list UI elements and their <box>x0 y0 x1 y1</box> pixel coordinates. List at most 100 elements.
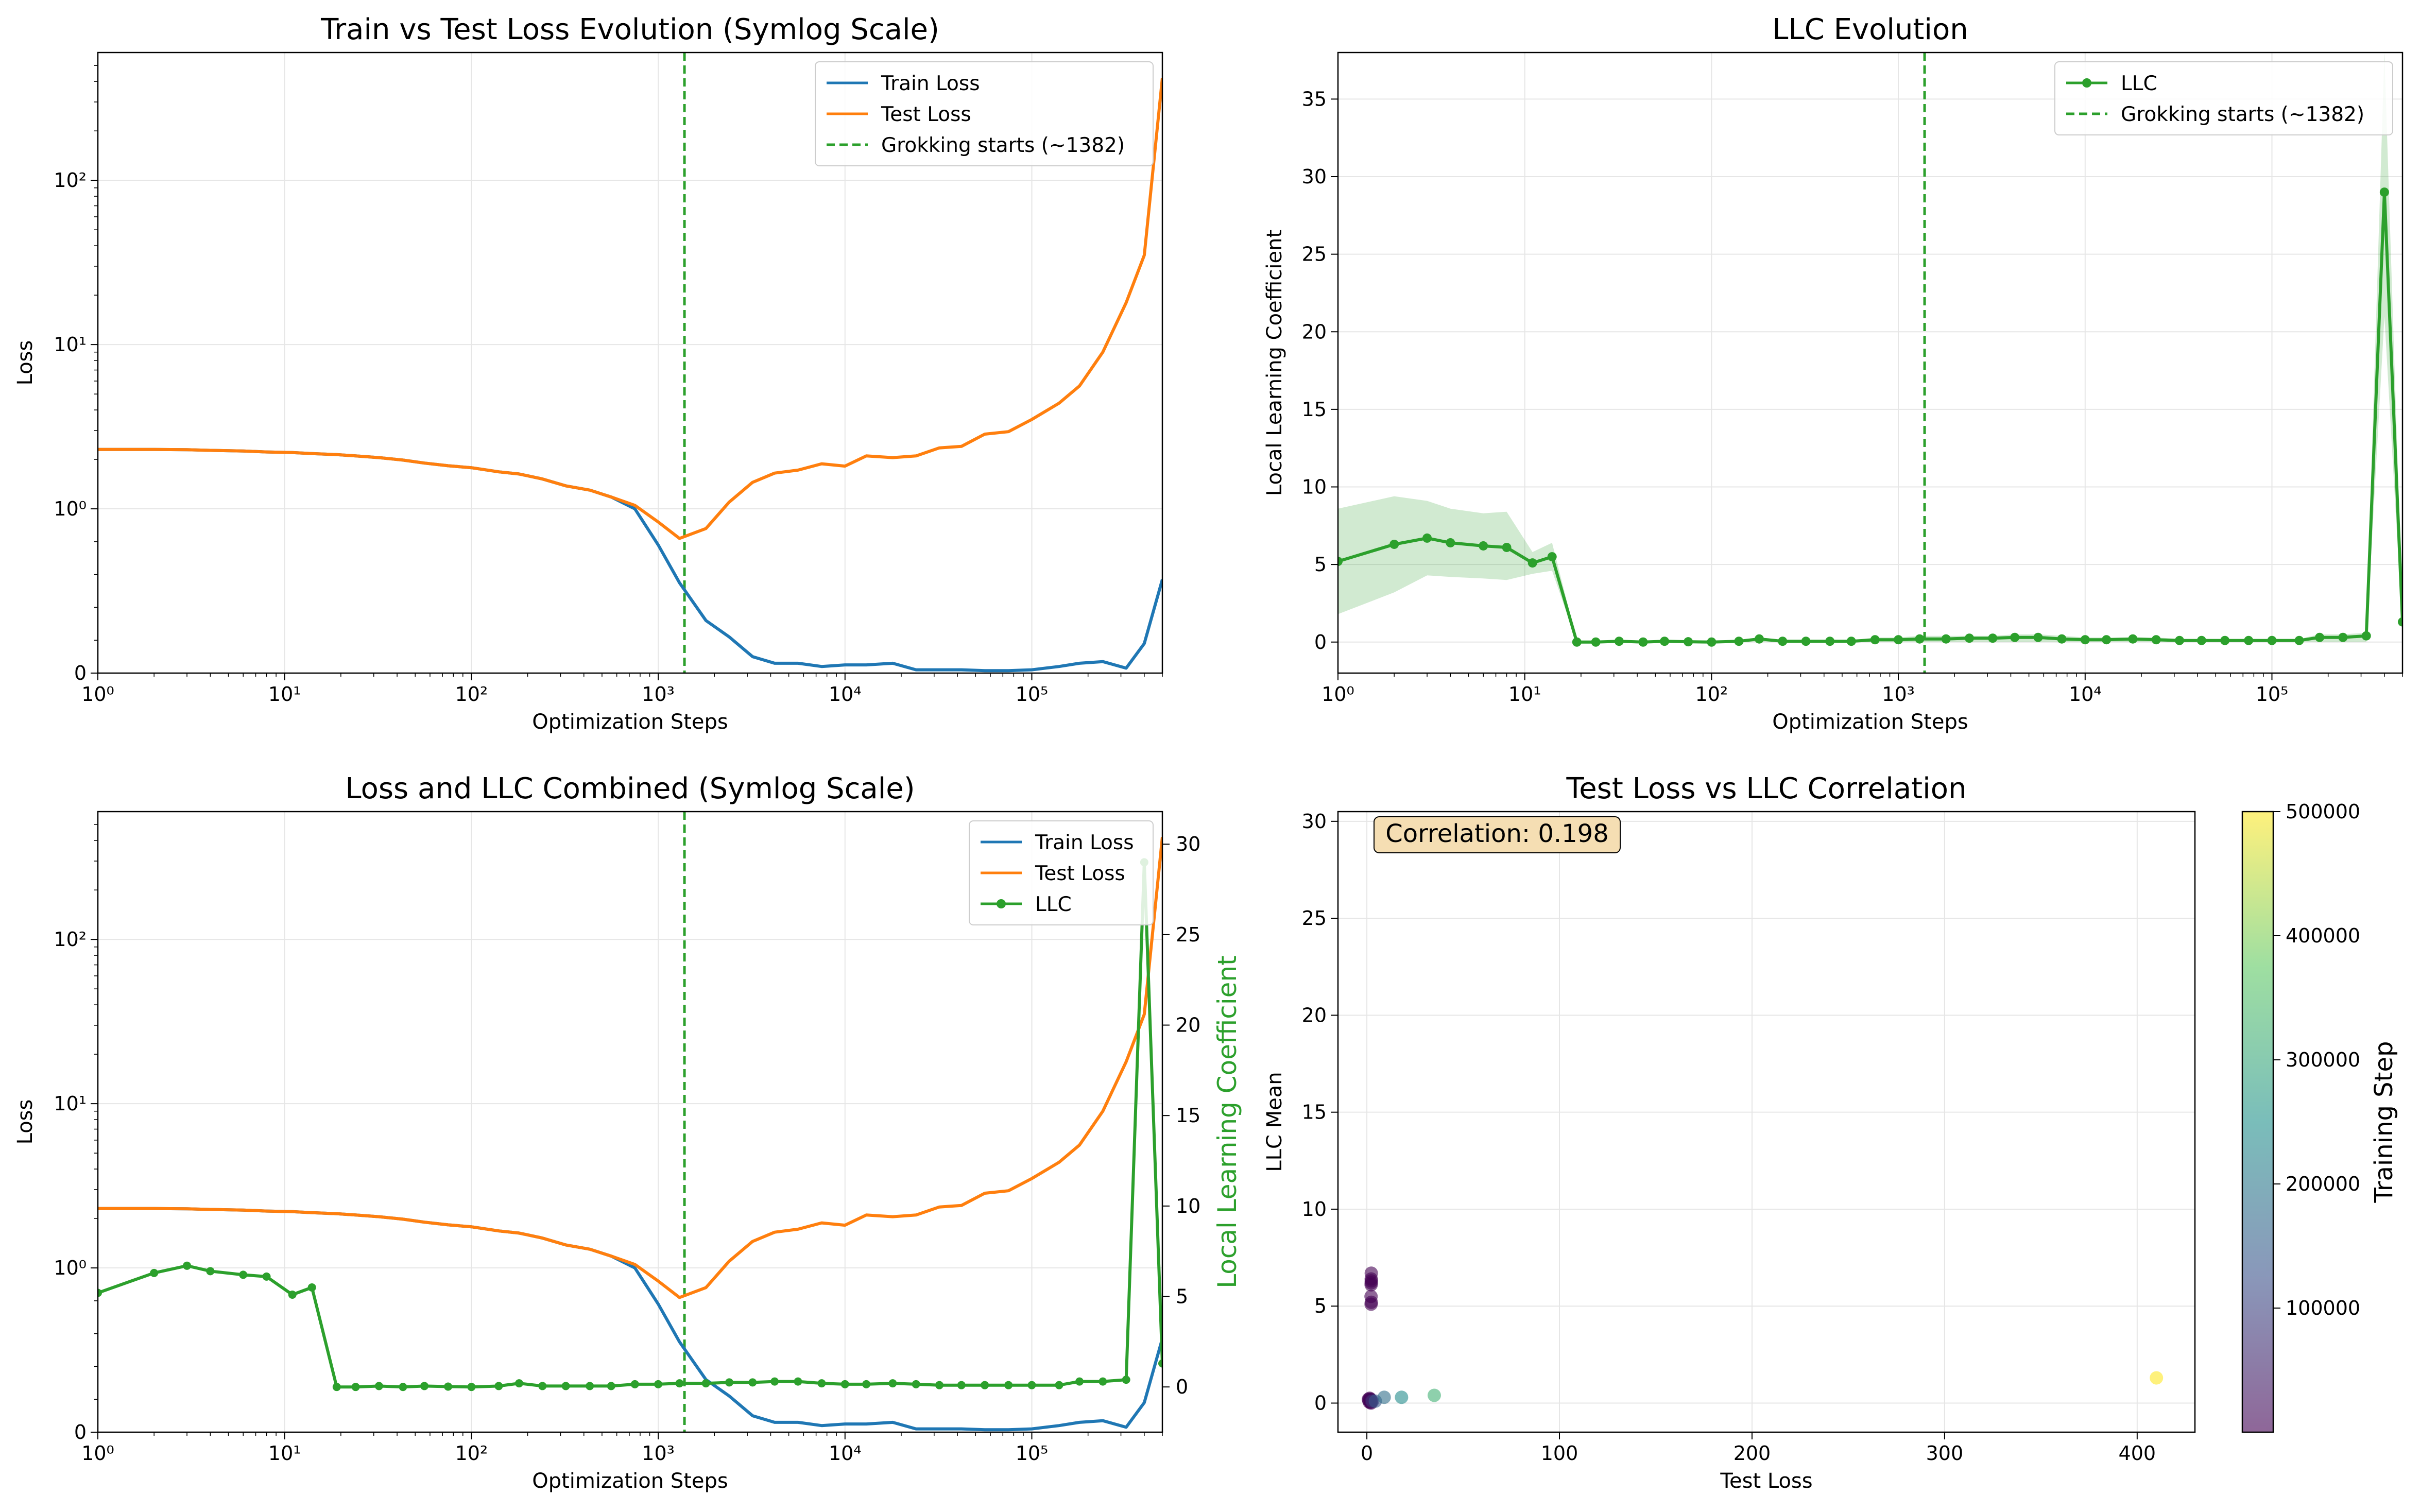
llc-point <box>701 1379 710 1388</box>
y-tick-label: 15 <box>1302 398 1327 421</box>
llc-point <box>2294 635 2304 645</box>
llc-point <box>725 1378 733 1387</box>
y-tick-label: 0 <box>74 662 87 684</box>
llc-point <box>1099 1377 1107 1386</box>
llc-point <box>935 1381 944 1389</box>
x-tick-label: 10⁴ <box>829 683 862 706</box>
llc-point <box>1027 1381 1036 1389</box>
y-tick-label: 15 <box>1176 1104 1200 1127</box>
scatter-point <box>1364 1290 1378 1303</box>
x-tick-label: 10⁴ <box>829 1442 862 1465</box>
colorbar-tick-label: 500000 <box>2286 800 2360 823</box>
llc-point <box>654 1380 663 1388</box>
colorbar-tick-label: 300000 <box>2286 1049 2360 1071</box>
llc-point <box>1734 637 1744 646</box>
x-tick-label: 10² <box>455 1442 488 1465</box>
llc-point <box>630 1380 639 1388</box>
y-tick-label: 5 <box>1176 1285 1188 1308</box>
llc-point <box>981 1381 989 1389</box>
llc-point <box>1941 634 1951 644</box>
llc-point <box>1158 1359 1162 1368</box>
y-axis-label: Local Learning Coefficient <box>1263 230 1286 496</box>
legend-label: Grokking starts (~1382) <box>881 134 1125 157</box>
y-tick-label: 5 <box>1314 553 1327 576</box>
x-tick-label: 10⁵ <box>1016 683 1049 706</box>
llc-point <box>888 1379 897 1388</box>
llc-point <box>2175 635 2185 645</box>
y-tick-label: 10¹ <box>54 1092 87 1115</box>
y-tick-label: 0 <box>1176 1376 1188 1398</box>
llc-point <box>1870 635 1880 645</box>
x-tick-label: 10² <box>455 683 488 706</box>
llc-point <box>1894 635 1903 645</box>
llc-point <box>538 1382 547 1390</box>
scatter-point <box>2150 1371 2164 1385</box>
llc-point <box>957 1381 966 1389</box>
chart-title: Loss and LLC Combined (Symlog Scale) <box>345 772 915 805</box>
llc-point <box>351 1383 360 1391</box>
chart-title: LLC Evolution <box>1772 13 1968 46</box>
llc-point <box>1004 1381 1013 1389</box>
y-tick-label: 20 <box>1302 320 1327 343</box>
llc-point <box>1502 542 1512 552</box>
llc-point <box>150 1268 159 1277</box>
y-tick-label: 10¹ <box>54 333 87 356</box>
llc-point <box>1964 633 1974 643</box>
llc-point <box>1075 1377 1084 1386</box>
llc-point <box>748 1378 757 1387</box>
x-tick-label: 0 <box>1361 1442 1373 1465</box>
llc-point <box>817 1379 826 1388</box>
legend-box <box>2054 61 2393 135</box>
x-tick-label: 10⁴ <box>2069 683 2102 706</box>
x-tick-label: 10⁰ <box>81 1442 114 1465</box>
llc-point <box>2361 631 2371 641</box>
x-tick-label: 10⁰ <box>1321 683 1354 706</box>
series-layer <box>98 837 1162 1432</box>
y-tick-label: 10 <box>1176 1195 1200 1217</box>
llc-point <box>794 1377 802 1386</box>
x-tick-label: 10³ <box>1882 683 1915 706</box>
llc-point <box>514 1379 523 1388</box>
y-tick-label: 25 <box>1302 243 1327 266</box>
llc-point <box>2010 632 2020 642</box>
y-axis-label: Loss <box>13 1099 37 1145</box>
llc-point <box>1801 637 1811 646</box>
llc-point <box>1846 637 1856 646</box>
panel-loss-llc-combined: 10⁰ 10¹ 10² 10³ 10⁴ 10⁵010⁰10¹10²051015202530… <box>13 772 1242 1493</box>
x-tick-label: 100 <box>1541 1442 1578 1465</box>
x-tick-label: 10¹ <box>1508 683 1541 706</box>
llc-point <box>1614 637 1624 646</box>
y-tick-label: 30 <box>1302 165 1327 188</box>
llc-point <box>98 1288 102 1297</box>
panel-test-loss-vs-llc: 0 100 200 300 400 0 5 10 15 20 25 30 Test Loss vs LL… <box>1263 772 2398 1493</box>
y2-axis-label: Local Learning Coefficient <box>1212 955 1242 1288</box>
x-tick-label: 10² <box>1695 683 1728 706</box>
llc-point <box>561 1382 570 1390</box>
test-loss-line <box>98 78 1162 540</box>
llc-line <box>98 861 1162 1389</box>
llc-point <box>840 1380 849 1388</box>
correlation-text: Correlation: 0.198 <box>1385 819 1609 848</box>
y-tick-label: 30 <box>1302 810 1327 833</box>
llc-point <box>2033 632 2043 642</box>
llc-confidence-band <box>1338 53 2402 642</box>
llc-point <box>2398 617 2402 627</box>
scatter-point <box>1377 1390 1391 1404</box>
llc-point <box>2102 635 2112 645</box>
llc-point <box>2080 635 2090 645</box>
y-tick-label: 10 <box>1302 476 1327 499</box>
llc-point <box>1754 634 1764 644</box>
colorbar-label: Training Step <box>2370 1041 2398 1204</box>
llc-point <box>288 1291 297 1299</box>
y-axis-label: Loss <box>13 340 37 386</box>
llc-point <box>1778 637 1788 646</box>
legend-marker <box>997 899 1006 908</box>
llc-point <box>1446 538 1455 547</box>
y-tick-label: 0 <box>1314 1392 1327 1415</box>
llc-point <box>1660 637 1670 646</box>
llc-point <box>1122 1376 1130 1384</box>
llc-point <box>420 1382 429 1390</box>
colorbar-tick-label: 100000 <box>2286 1297 2360 1319</box>
plot-frame <box>1337 51 2404 674</box>
plot-frame <box>1337 811 2196 1433</box>
